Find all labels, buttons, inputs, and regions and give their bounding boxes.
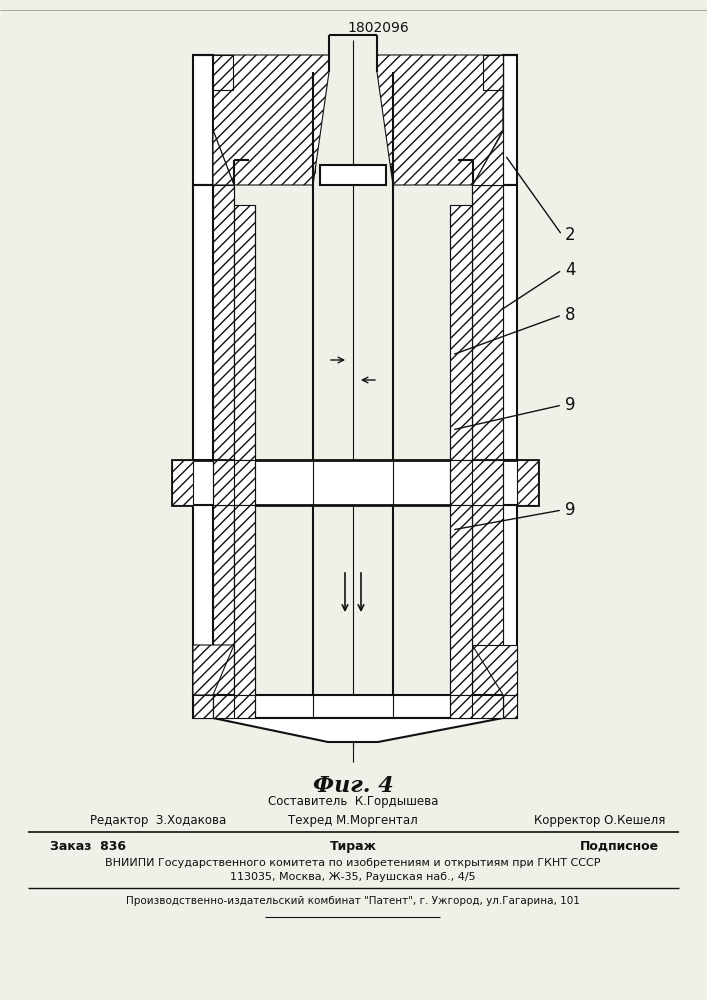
- Text: Производственно-издательский комбинат "Патент", г. Ужгород, ул.Гагарина, 101: Производственно-издательский комбинат "П…: [126, 896, 580, 906]
- Polygon shape: [320, 165, 386, 185]
- Polygon shape: [193, 645, 234, 695]
- Polygon shape: [213, 55, 233, 90]
- Polygon shape: [213, 695, 255, 718]
- Text: 9: 9: [565, 501, 575, 519]
- Text: 4: 4: [565, 261, 575, 279]
- Polygon shape: [213, 505, 234, 695]
- Polygon shape: [172, 460, 538, 505]
- Polygon shape: [193, 695, 517, 718]
- Text: Тираж: Тираж: [329, 840, 377, 853]
- Text: Техред М.Моргентал: Техред М.Моргентал: [288, 814, 418, 827]
- Text: ВНИИПИ Государственного комитета по изобретениям и открытиям при ГКНТ СССР: ВНИИПИ Государственного комитета по изоб…: [105, 858, 601, 868]
- Polygon shape: [193, 695, 213, 718]
- Text: Заказ  836: Заказ 836: [50, 840, 126, 853]
- Polygon shape: [213, 718, 503, 742]
- Polygon shape: [213, 55, 234, 185]
- Polygon shape: [234, 505, 255, 695]
- Polygon shape: [377, 55, 503, 185]
- Text: 9: 9: [565, 396, 575, 414]
- Polygon shape: [472, 645, 517, 695]
- Text: 8: 8: [565, 306, 575, 324]
- Polygon shape: [172, 460, 193, 505]
- Text: Составитель  К.Гордышева: Составитель К.Гордышева: [268, 795, 438, 808]
- Polygon shape: [503, 505, 517, 695]
- Polygon shape: [193, 55, 213, 185]
- Polygon shape: [213, 460, 255, 505]
- Text: 113035, Москва, Ж-35, Раушская наб., 4/5: 113035, Москва, Ж-35, Раушская наб., 4/5: [230, 872, 476, 882]
- Polygon shape: [213, 185, 234, 460]
- Polygon shape: [472, 55, 503, 185]
- Polygon shape: [450, 505, 472, 695]
- Polygon shape: [472, 505, 503, 695]
- Polygon shape: [483, 55, 503, 90]
- Polygon shape: [193, 185, 213, 460]
- Text: 1802096: 1802096: [347, 21, 409, 35]
- Polygon shape: [193, 505, 213, 695]
- Polygon shape: [503, 185, 517, 460]
- Text: Корректор О.Кешеля: Корректор О.Кешеля: [534, 814, 666, 827]
- Text: 2: 2: [565, 226, 575, 244]
- Polygon shape: [213, 55, 329, 185]
- Text: Редактор  З.Ходакова: Редактор З.Ходакова: [90, 814, 226, 827]
- Polygon shape: [503, 695, 517, 718]
- Text: Фиг. 4: Фиг. 4: [312, 775, 393, 797]
- Text: Подписное: Подписное: [580, 840, 659, 853]
- Polygon shape: [517, 460, 538, 505]
- Polygon shape: [472, 185, 503, 460]
- Polygon shape: [450, 695, 503, 718]
- Polygon shape: [450, 460, 503, 505]
- Polygon shape: [450, 205, 472, 460]
- Polygon shape: [503, 55, 517, 185]
- Polygon shape: [234, 205, 255, 460]
